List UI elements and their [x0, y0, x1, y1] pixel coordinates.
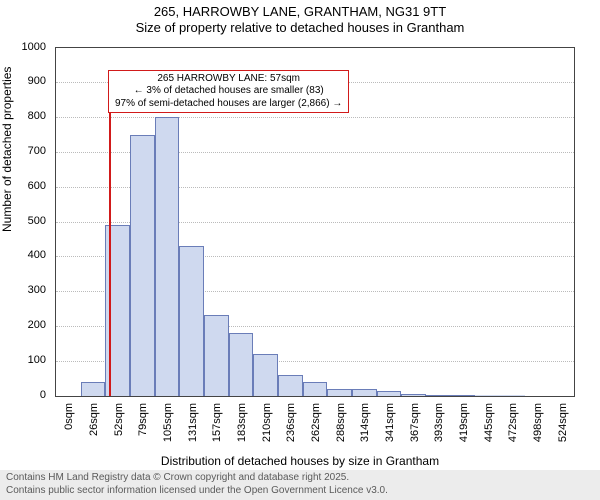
x-tick: 341sqm — [384, 403, 396, 442]
y-tick: 800 — [0, 110, 46, 122]
x-tick: 445sqm — [483, 403, 495, 442]
y-tick: 900 — [0, 75, 46, 87]
bar — [303, 382, 328, 396]
x-axis-label: Distribution of detached houses by size … — [0, 454, 600, 468]
bar — [81, 382, 106, 396]
bar — [278, 375, 303, 396]
x-tick: 472sqm — [507, 403, 519, 442]
y-tick: 100 — [0, 354, 46, 366]
footer-line2: Contains public sector information licen… — [6, 485, 594, 498]
x-tick: 0sqm — [63, 403, 75, 430]
bar — [451, 395, 476, 396]
y-tick: 600 — [0, 180, 46, 192]
y-tick: 400 — [0, 249, 46, 261]
x-tick: 26sqm — [88, 403, 100, 436]
x-tick: 210sqm — [261, 403, 273, 442]
x-tick: 498sqm — [532, 403, 544, 442]
y-tick-labels: 01002003004005006007008009001000 — [0, 47, 50, 397]
x-tick: 79sqm — [137, 403, 149, 436]
x-tick: 419sqm — [458, 403, 470, 442]
y-tick: 200 — [0, 319, 46, 331]
x-tick: 393sqm — [433, 403, 445, 442]
bar — [426, 395, 451, 396]
bar — [179, 246, 204, 396]
annotation-box: 265 HARROWBY LANE: 57sqm ← 3% of detache… — [108, 70, 349, 114]
bar — [155, 117, 180, 395]
x-tick: 262sqm — [310, 403, 322, 442]
bar — [229, 333, 254, 396]
bar — [352, 389, 377, 396]
x-tick-labels: 0sqm 26sqm 52sqm 79sqm 105sqm 131sqm 157sqm 183… — [55, 399, 575, 459]
bar — [327, 389, 352, 396]
y-tick: 500 — [0, 215, 46, 227]
subject-marker-line — [109, 72, 111, 396]
x-tick: 367sqm — [409, 403, 421, 442]
y-tick: 1000 — [0, 41, 46, 53]
annotation-line1: 265 HARROWBY LANE: 57sqm — [115, 73, 342, 86]
y-tick: 0 — [0, 389, 46, 401]
bar — [204, 315, 229, 395]
x-tick: 314sqm — [359, 403, 371, 442]
plot-container: Number of detached properties 0100200300… — [0, 37, 600, 467]
chart-subtitle: Size of property relative to detached ho… — [0, 20, 600, 36]
y-tick: 700 — [0, 145, 46, 157]
annotation-line2: ← 3% of detached houses are smaller (83) — [115, 85, 342, 98]
x-tick: 52sqm — [113, 403, 125, 436]
annotation-line3: 97% of semi-detached houses are larger (… — [115, 98, 342, 111]
x-tick: 236sqm — [285, 403, 297, 442]
bar — [401, 394, 426, 395]
footer: Contains HM Land Registry data © Crown c… — [0, 470, 600, 500]
chart-title: 265, HARROWBY LANE, GRANTHAM, NG31 9TT — [0, 4, 600, 20]
x-tick: 183sqm — [236, 403, 248, 442]
bar — [130, 135, 155, 396]
x-tick: 131sqm — [187, 403, 199, 442]
y-tick: 300 — [0, 284, 46, 296]
x-tick: 105sqm — [162, 403, 174, 442]
x-tick: 157sqm — [211, 403, 223, 442]
x-tick: 288sqm — [335, 403, 347, 442]
x-tick: 524sqm — [557, 403, 569, 442]
bar — [253, 354, 278, 396]
bar — [377, 391, 402, 395]
chart-area: 265 HARROWBY LANE: 57sqm ← 3% of detache… — [55, 47, 575, 397]
footer-line1: Contains HM Land Registry data © Crown c… — [6, 472, 594, 485]
